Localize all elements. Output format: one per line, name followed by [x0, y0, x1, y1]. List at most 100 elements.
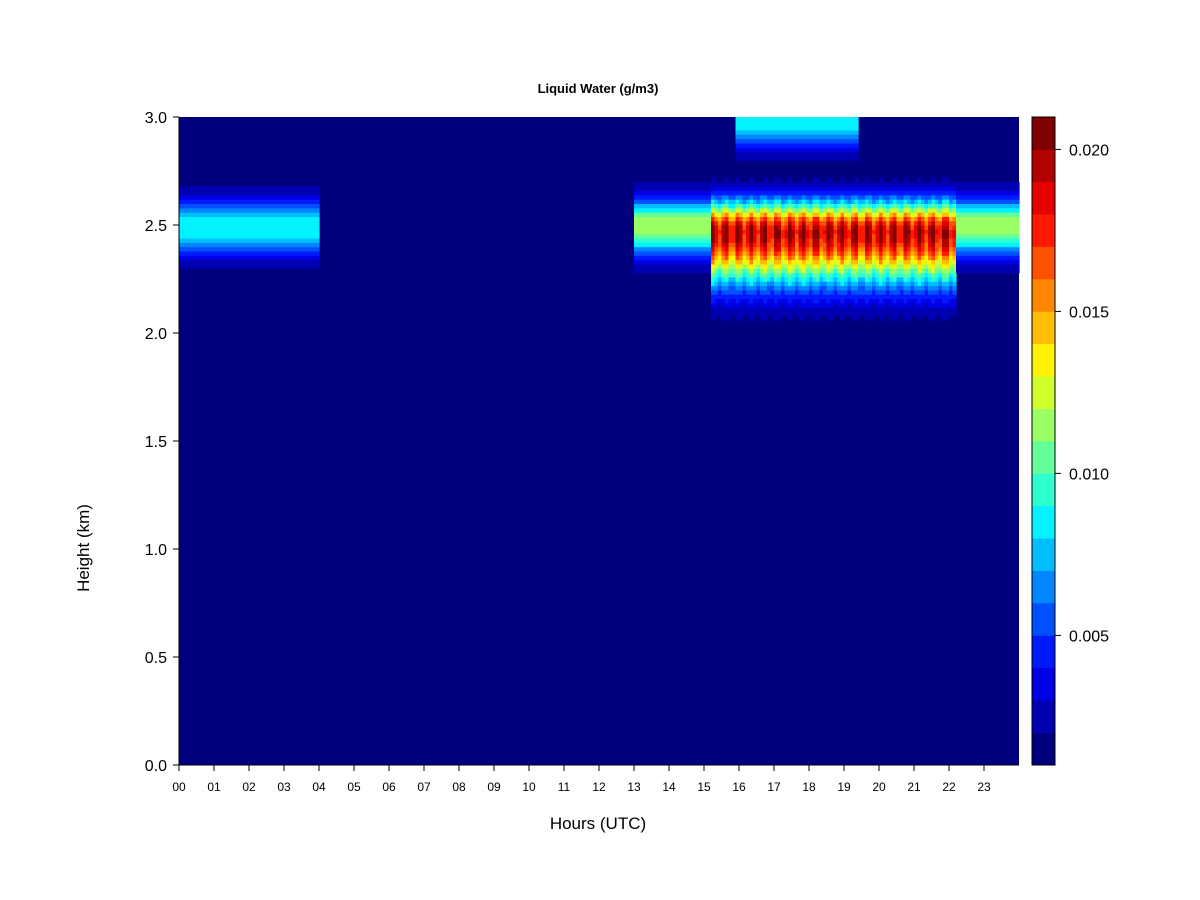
heatmap-cell — [865, 311, 870, 317]
heatmap-cell — [189, 246, 194, 252]
heatmap-cell — [938, 272, 943, 278]
heatmap-cell — [851, 311, 856, 317]
heatmap-cell — [739, 259, 744, 265]
heatmap-cell — [742, 281, 747, 287]
heatmap-cell — [795, 216, 800, 222]
heatmap-cell — [711, 246, 716, 252]
heatmap-cell — [238, 190, 243, 196]
heatmap-cell — [935, 242, 940, 248]
heatmap-cell — [917, 255, 922, 261]
heatmap-cell — [767, 216, 772, 222]
heatmap-cell — [648, 212, 653, 217]
heatmap-cell — [791, 129, 796, 135]
heatmap-cell — [721, 259, 726, 265]
heatmap-cell — [868, 233, 873, 239]
heatmap-cell — [182, 229, 187, 235]
heatmap-cell — [949, 268, 954, 274]
heatmap-cell — [994, 250, 999, 256]
heatmap-cell — [994, 207, 999, 213]
heatmap-cell — [917, 199, 922, 204]
heatmap-cell — [791, 302, 796, 308]
heatmap-cell — [802, 263, 807, 269]
heatmap-cell — [858, 250, 863, 256]
heatmap-cell — [308, 229, 313, 235]
heatmap-cell — [221, 246, 226, 252]
heatmap-cell — [868, 216, 873, 222]
heatmap-cell — [203, 259, 208, 265]
heatmap-cell — [896, 307, 901, 312]
heatmap-cell — [228, 220, 233, 226]
heatmap-cell — [921, 311, 926, 317]
heatmap-cell — [651, 242, 656, 248]
heatmap-cell — [245, 194, 250, 200]
heatmap-cell — [816, 142, 821, 148]
heatmap-cell — [277, 233, 282, 239]
heatmap-cell — [704, 242, 709, 248]
heatmap-cell — [235, 190, 240, 196]
heatmap-cell — [872, 272, 877, 278]
heatmap-cell — [742, 263, 747, 269]
heatmap-cell — [970, 220, 975, 226]
heatmap-cell — [791, 207, 796, 213]
heatmap-cell — [301, 194, 306, 200]
heatmap-cell — [805, 289, 810, 295]
heatmap-cell — [949, 199, 954, 204]
heatmap-cell — [725, 229, 730, 235]
heatmap-cell — [784, 181, 789, 187]
heatmap-cell — [658, 207, 663, 213]
heatmap-cell — [714, 285, 719, 291]
heatmap-cell — [690, 229, 695, 235]
heatmap-cell — [893, 177, 898, 183]
heatmap-cell — [893, 276, 898, 282]
heatmap-cell — [879, 190, 884, 196]
heatmap-cell — [721, 302, 726, 308]
heatmap-cell — [291, 242, 296, 248]
heatmap-cell — [711, 229, 716, 235]
heatmap-cell — [305, 194, 310, 200]
heatmap-cell — [651, 259, 656, 265]
heatmap-cell — [263, 212, 268, 217]
heatmap-cell — [788, 212, 793, 217]
heatmap-cell — [270, 233, 275, 239]
heatmap-cell — [802, 207, 807, 213]
heatmap-cell — [805, 225, 810, 230]
heatmap-cell — [802, 142, 807, 148]
heatmap-cell — [928, 255, 933, 261]
heatmap-cell — [812, 302, 817, 308]
heatmap-cell — [182, 246, 187, 252]
heatmap-cell — [882, 186, 887, 192]
heatmap-cell — [935, 225, 940, 230]
heatmap-cell — [672, 203, 677, 209]
heatmap-cell — [914, 212, 919, 217]
heatmap-cell — [767, 289, 772, 295]
heatmap-cell — [221, 212, 226, 217]
heatmap-cell — [739, 194, 744, 200]
heatmap-cell — [998, 199, 1003, 204]
heatmap-cell — [1015, 268, 1020, 274]
heatmap-cell — [826, 117, 831, 122]
heatmap-cell — [221, 263, 226, 269]
heatmap-cell — [945, 216, 950, 222]
heatmap-cell — [634, 212, 639, 217]
heatmap-cell — [739, 311, 744, 317]
heatmap-cell — [777, 289, 782, 295]
heatmap-cell — [949, 259, 954, 265]
heatmap-cell — [865, 307, 870, 312]
heatmap-cell — [714, 250, 719, 256]
heatmap-cell — [669, 225, 674, 230]
heatmap-cell — [812, 129, 817, 135]
heatmap-cell — [207, 203, 212, 209]
heatmap-cell — [861, 212, 866, 217]
heatmap-cell — [847, 263, 852, 269]
heatmap-cell — [739, 117, 744, 122]
heatmap-cell — [739, 151, 744, 157]
heatmap-cell — [809, 125, 814, 131]
heatmap-cell — [1005, 194, 1010, 200]
heatmap-cell — [301, 250, 306, 256]
heatmap-cell — [193, 207, 198, 213]
heatmap-cell — [858, 294, 863, 300]
heatmap-cell — [774, 298, 779, 304]
heatmap-cell — [746, 285, 751, 291]
heatmap-cell — [928, 181, 933, 187]
heatmap-cell — [270, 186, 275, 192]
